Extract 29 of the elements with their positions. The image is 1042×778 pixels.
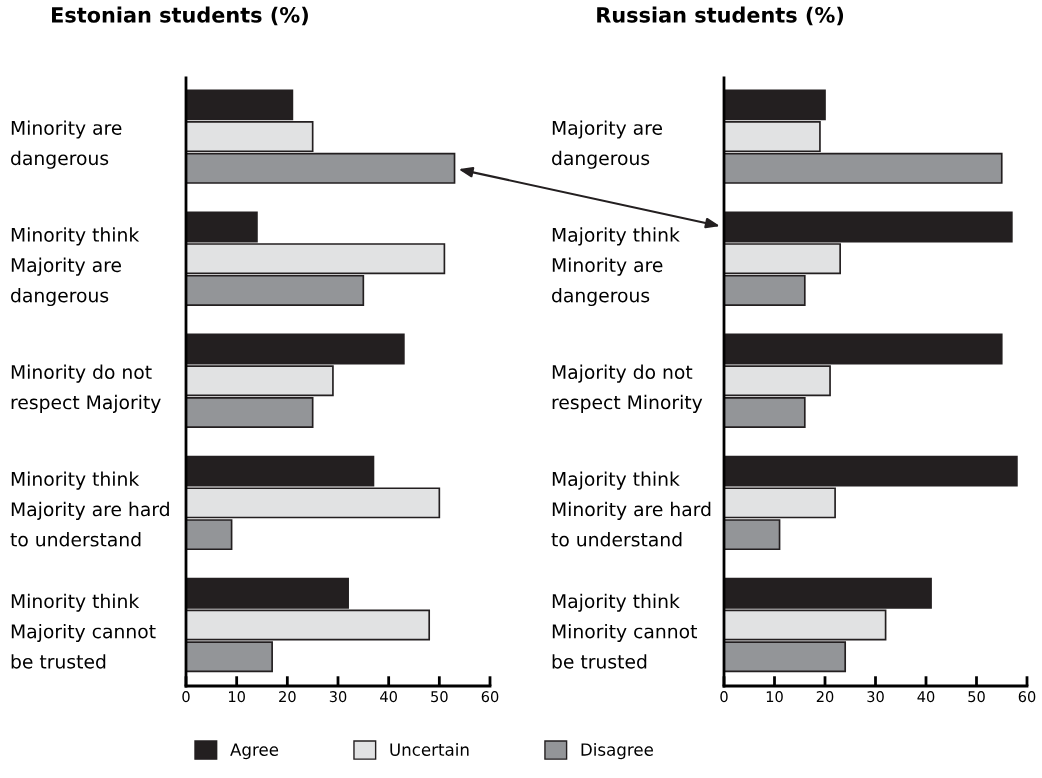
y-tick-label: Majority do not respect Minority xyxy=(552,364,703,413)
x-tick-label: 0 xyxy=(720,691,728,703)
x-tick-label: 0 xyxy=(182,691,190,703)
y-tick-label: Minority think Majority are hard to understand xyxy=(10,471,169,547)
chart-title: Estonian students (%) xyxy=(52,6,308,26)
y-tick-label: Majority think Minority cannot be trusted xyxy=(552,593,698,669)
legend-label: Disagree xyxy=(581,743,653,760)
x-tick-label: 60 xyxy=(1018,691,1036,703)
legend-label: Uncertain xyxy=(390,743,469,756)
x-tick-label: 20 xyxy=(816,691,834,703)
y-tick-label: Majority think Minority are dangerous xyxy=(552,227,680,307)
x-tick-label: 60 xyxy=(481,691,499,703)
x-tick-label: 50 xyxy=(431,691,448,703)
x-tick-label: 10 xyxy=(766,691,783,703)
x-tick-label: 40 xyxy=(380,691,397,703)
y-tick-label: Majority are dangerous xyxy=(552,120,662,169)
x-tick-label: 20 xyxy=(279,691,296,703)
x-tick-label: 40 xyxy=(917,691,935,703)
y-tick-label: Minority think Majority are dangerous xyxy=(11,227,140,307)
y-tick-label: Minority are dangerous xyxy=(11,120,122,169)
x-tick-label: 30 xyxy=(329,691,347,703)
legend-label: Agree xyxy=(230,743,279,760)
x-tick-label: 10 xyxy=(228,691,245,703)
x-tick-label: 30 xyxy=(867,691,884,703)
y-tick-label: Minority think Majority cannot be trusted xyxy=(11,593,156,669)
chart-title: Russian students (%) xyxy=(597,6,844,26)
y-tick-label: Minority do not respect Majority xyxy=(11,364,161,413)
x-tick-label: 50 xyxy=(968,691,985,703)
y-tick-label: Majority think Minority are hard to understand xyxy=(551,471,711,547)
